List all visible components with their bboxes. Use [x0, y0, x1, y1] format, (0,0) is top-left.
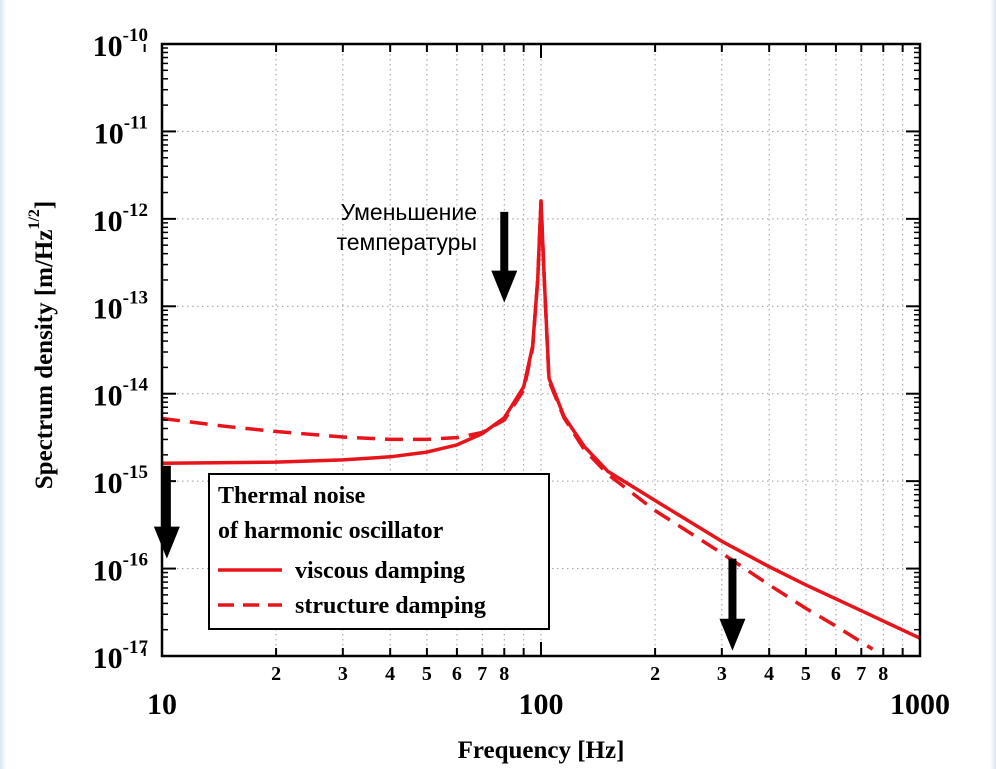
y-tick-label: 10-11 — [94, 112, 148, 150]
series-line-structure-damping — [162, 199, 874, 651]
x-minor-tick-label: 4 — [764, 663, 774, 685]
x-major-tick-label: 1000 — [890, 688, 950, 721]
y-tick-label: 10-10 — [93, 25, 148, 63]
down-arrow-head — [719, 618, 746, 651]
y-axis-title-main: Spectrum density [m/Hz — [31, 230, 58, 490]
down-arrow-head — [491, 270, 518, 303]
x-minor-tick-label: 6 — [452, 663, 462, 685]
legend-title-2: of harmonic oscillator — [218, 518, 444, 544]
y-tick-label: 10-17 — [93, 637, 149, 675]
x-minor-tick-label: 8 — [499, 663, 509, 685]
x-minor-tick-label: 7 — [477, 663, 487, 685]
down-arrow-head — [153, 526, 180, 559]
ticks — [143, 43, 921, 657]
y-tick-label: 10-16 — [93, 550, 148, 588]
arrows — [153, 211, 746, 651]
x-axis-title: Frequency [Hz] — [458, 737, 625, 764]
y-tick-label: 10-13 — [93, 287, 148, 325]
x-minor-tick-label: 7 — [856, 663, 866, 685]
x-minor-tick-label: 5 — [801, 663, 811, 685]
y-axis-title-end: ] — [31, 201, 58, 209]
x-major-tick-label: 10 — [147, 688, 177, 721]
legend-label-structure: structure damping — [295, 593, 486, 619]
annotation-line-2: температуры — [336, 229, 477, 255]
x-minor-tick-label: 4 — [385, 663, 395, 685]
legend-label-viscous: viscous damping — [295, 558, 465, 584]
legend: Thermal noise of harmonic oscillator vis… — [208, 473, 550, 630]
x-minor-tick-label: 8 — [878, 663, 888, 685]
y-axis-title: Spectrum density [m/Hz1/2] — [26, 201, 58, 489]
series — [162, 199, 920, 651]
x-minor-tick-label: 5 — [422, 663, 432, 685]
svg-text:Spectrum density [m/Hz1/2]: Spectrum density [m/Hz1/2] — [26, 201, 58, 489]
x-minor-tick-label: 3 — [717, 663, 727, 685]
x-minor-tick-label: 6 — [831, 663, 841, 685]
legend-box — [208, 473, 550, 630]
annotation-line-1: Уменьшение — [341, 199, 477, 225]
legend-title-1: Thermal noise — [218, 483, 366, 509]
y-tick-label: 10-15 — [93, 462, 148, 500]
x-minor-tick-label: 2 — [650, 663, 660, 685]
y-tick-label: 10-12 — [93, 200, 148, 238]
x-minor-tick-label: 2 — [271, 663, 281, 685]
x-major-tick-label: 100 — [519, 688, 564, 721]
y-tick-label: 10-14 — [93, 375, 149, 413]
x-minor-tick-label: 3 — [338, 663, 348, 685]
y-axis-title-sup: 1/2 — [26, 209, 43, 229]
